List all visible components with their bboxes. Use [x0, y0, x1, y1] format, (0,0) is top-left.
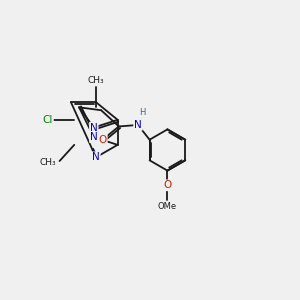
Text: H: H	[139, 108, 146, 117]
Text: N: N	[90, 123, 98, 133]
Text: O: O	[98, 135, 107, 145]
Text: N: N	[134, 120, 142, 130]
Text: Cl: Cl	[43, 115, 53, 125]
Text: CH₃: CH₃	[40, 158, 57, 167]
Text: OMe: OMe	[158, 202, 177, 211]
Text: N: N	[92, 152, 100, 162]
Text: CH₃: CH₃	[88, 76, 104, 85]
Text: O: O	[163, 180, 172, 190]
Text: N: N	[90, 132, 98, 142]
